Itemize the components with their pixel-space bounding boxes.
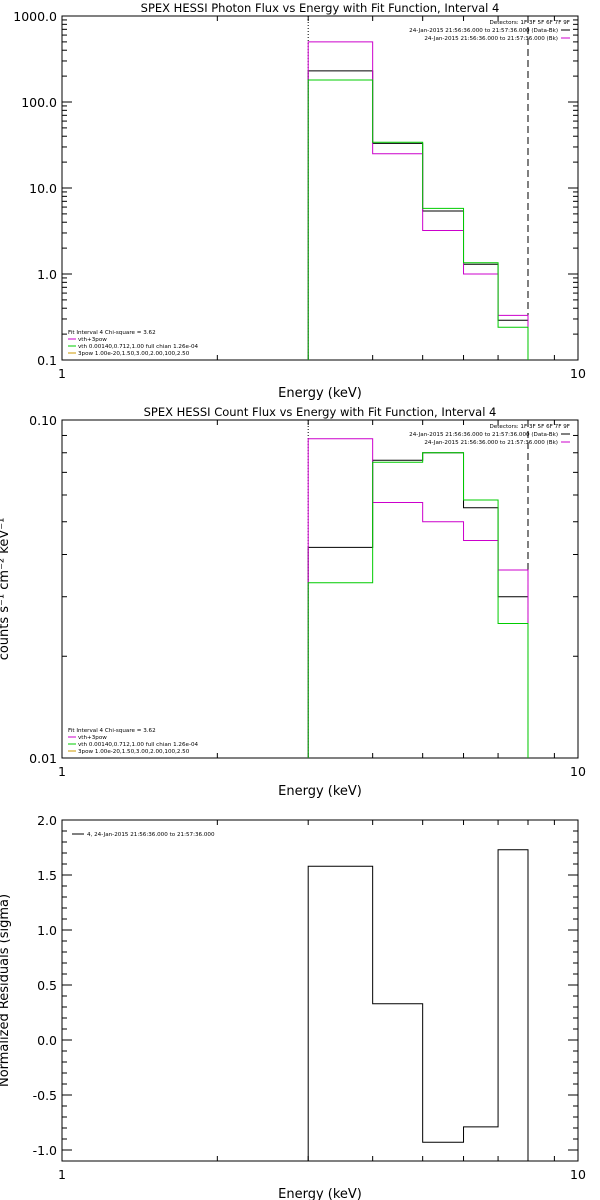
y-tick-label: 0.5 bbox=[37, 978, 57, 993]
x-tick-label: 10 bbox=[570, 366, 586, 381]
x-tick-label: 1 bbox=[58, 764, 66, 779]
time-legend-text: 24-Jan-2015 21:56:36.000 to 21:57:36.000… bbox=[424, 36, 558, 42]
y-tick-label: 1.0 bbox=[37, 923, 57, 938]
x-axis-label: Energy (keV) bbox=[278, 784, 362, 799]
series-1-histogram bbox=[307, 849, 529, 1161]
series-2-histogram bbox=[307, 41, 529, 360]
series-1-histogram bbox=[307, 70, 529, 360]
plot-frame bbox=[61, 419, 579, 759]
x-tick-label: 1 bbox=[58, 366, 66, 381]
detectors-label: Detectors: 1F 3F 5F 6F 7F 9F bbox=[489, 424, 570, 430]
y-axis-label: Normalized Residuals (sigma) bbox=[0, 894, 12, 1087]
series-3-histogram bbox=[307, 79, 529, 360]
x-axis-label: Energy (keV) bbox=[278, 386, 362, 401]
time-legend-text: 24-Jan-2015 21:56:36.000 to 21:57:36.000… bbox=[409, 432, 558, 438]
y-tick-label: 0.1 bbox=[37, 353, 57, 368]
time-legend-text: 24-Jan-2015 21:56:36.000 to 21:57:36.000… bbox=[409, 28, 558, 34]
y-tick-label: 0.01 bbox=[29, 751, 57, 766]
chart-title: SPEX HESSI Photon Flux vs Energy with Fi… bbox=[141, 1, 500, 15]
chart-panel-1: SPEX HESSI Photon Flux vs Energy with Fi… bbox=[13, 1, 586, 401]
fit-legend-text: Fit Interval 4 Chi-square = 3.62 bbox=[68, 728, 156, 734]
x-tick-label: 10 bbox=[570, 764, 586, 779]
y-tick-label: 2.0 bbox=[37, 813, 57, 828]
y-tick-label: 0.0 bbox=[37, 1033, 57, 1048]
fit-legend-text: vth 0.00140,0.712,1.00 full chian 1.26e-… bbox=[78, 344, 199, 350]
y-tick-label: 0.10 bbox=[29, 413, 57, 428]
y-axis-label: counts s⁻¹ cm⁻² keV⁻¹ bbox=[0, 518, 12, 661]
time-legend-text: 24-Jan-2015 21:56:36.000 to 21:57:36.000… bbox=[424, 440, 558, 446]
detectors-label: Detectors: 1F 3F 5F 6F 7F 9F bbox=[489, 20, 570, 26]
y-tick-label: 10.0 bbox=[29, 181, 57, 196]
series-2-histogram bbox=[307, 438, 529, 758]
x-tick-label: 1 bbox=[58, 1167, 66, 1182]
plot-frame bbox=[61, 15, 579, 361]
x-tick-label: 10 bbox=[570, 1167, 586, 1182]
plot-frame bbox=[61, 819, 579, 1162]
y-tick-label: -0.5 bbox=[33, 1088, 57, 1103]
y-tick-label: -1.0 bbox=[33, 1143, 57, 1158]
y-tick-label: 1.0 bbox=[37, 267, 57, 282]
series-3-histogram bbox=[307, 452, 529, 758]
residual-legend-text: 4, 24-Jan-2015 21:56:36.000 to 21:57:36.… bbox=[87, 832, 215, 838]
y-tick-label: 1.5 bbox=[37, 868, 57, 883]
y-tick-label: 1000.0 bbox=[13, 9, 57, 24]
fit-legend-text: vth+3pow bbox=[78, 735, 107, 741]
fit-legend-text: vth+3pow bbox=[78, 337, 107, 343]
fit-legend-text: Fit Interval 4 Chi-square = 3.62 bbox=[68, 330, 156, 336]
chart-title: SPEX HESSI Count Flux vs Energy with Fit… bbox=[144, 405, 497, 419]
chart-panel-3: 1 10 2.0 1.5 1.0 0.5 0.0 -0.5 -1.0 Energy (keV) No… bbox=[0, 813, 586, 1200]
fit-legend-text: 3pow 1.00e-20,1.50,3.00,2.00,100,2.50 bbox=[78, 351, 190, 357]
series-1-histogram bbox=[307, 452, 529, 758]
fit-legend-text: vth 0.00140,0.712,1.00 full chian 1.26e-… bbox=[78, 742, 199, 748]
chart-panel-2: SPEX HESSI Count Flux vs Energy with Fit… bbox=[0, 405, 586, 799]
x-axis-label: Energy (keV) bbox=[278, 1187, 362, 1200]
y-tick-label: 100.0 bbox=[21, 95, 57, 110]
fit-legend-text: 3pow 1.00e-20,1.50,3.00,2.00,100,2.50 bbox=[78, 749, 190, 755]
